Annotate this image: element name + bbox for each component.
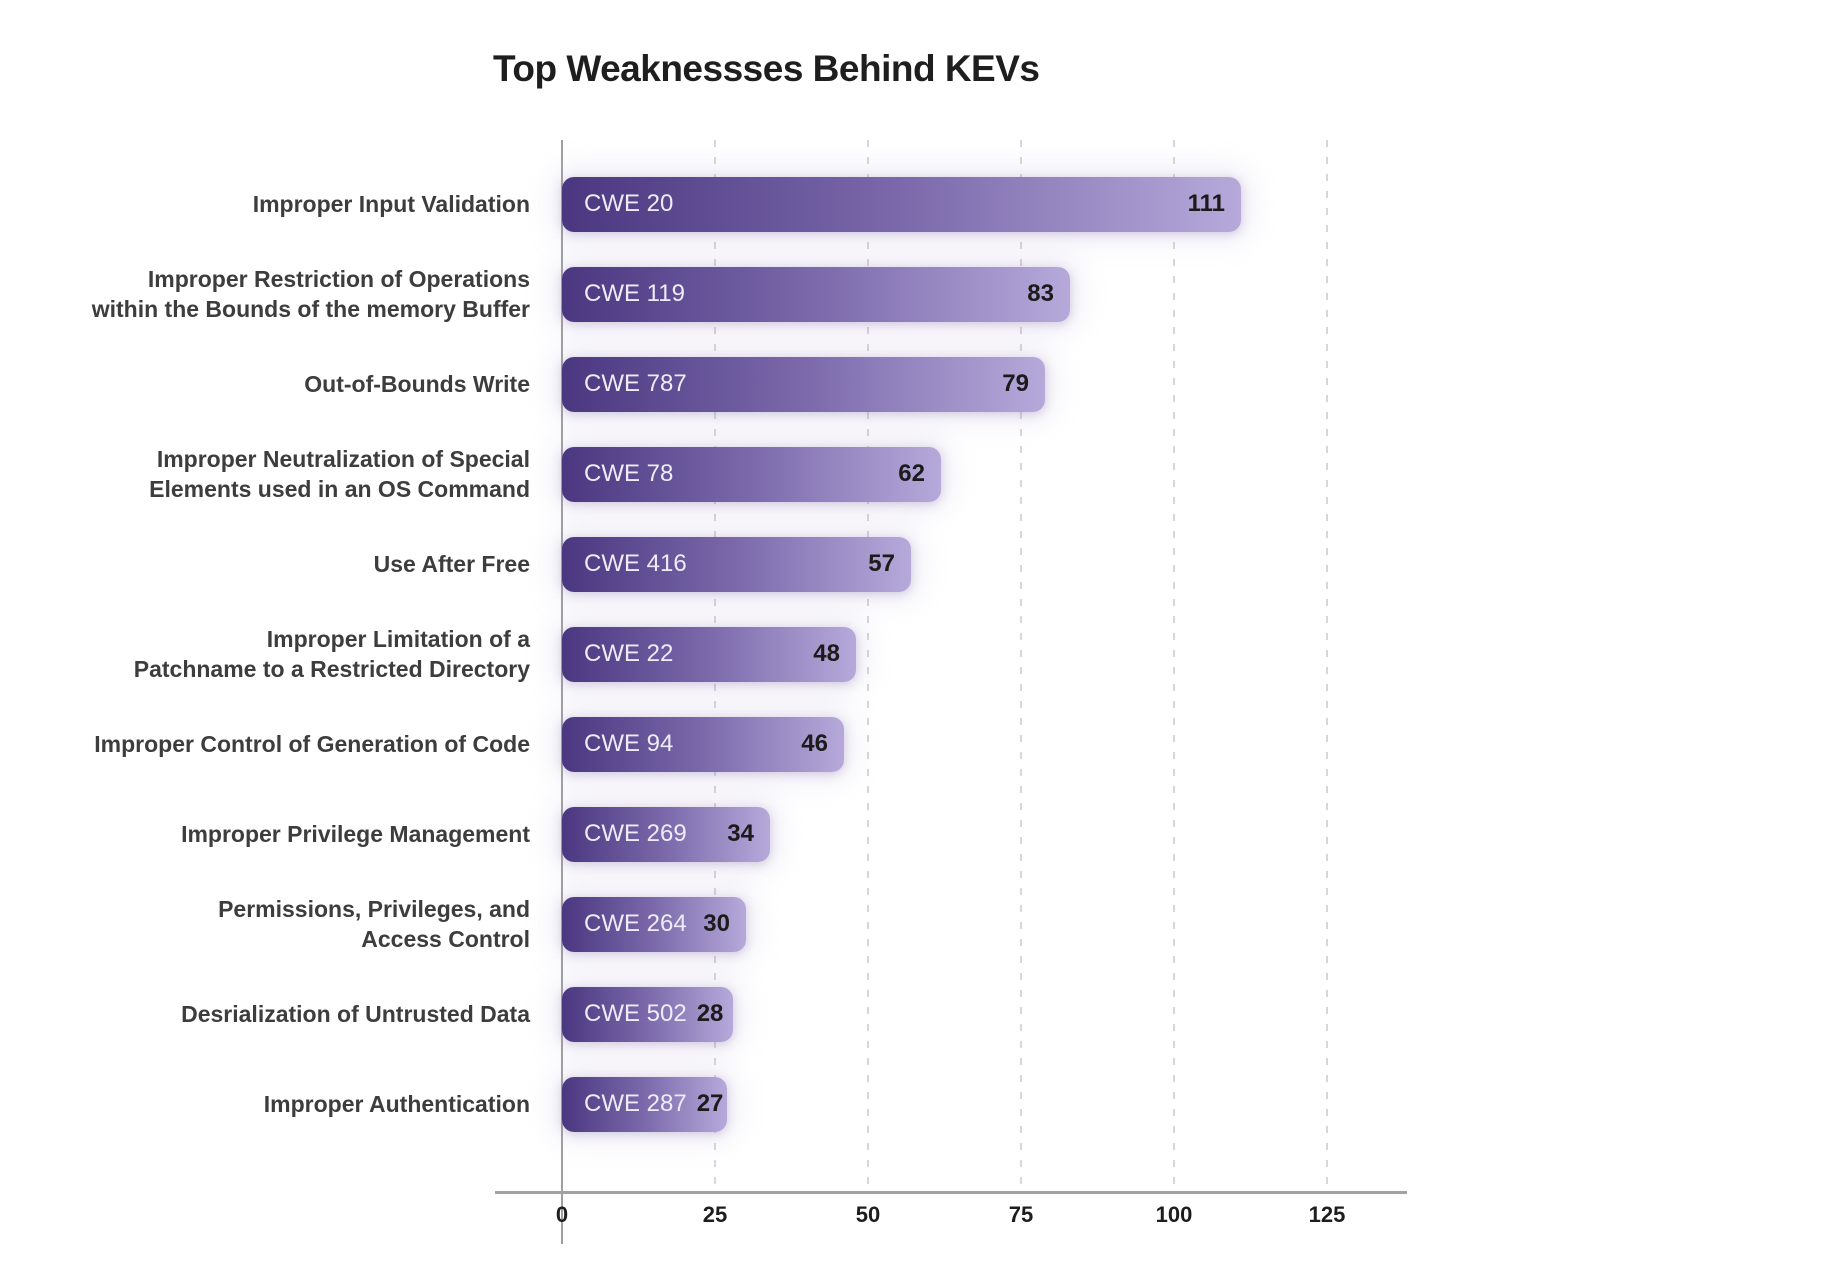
bar: CWE 22 48 — [562, 626, 856, 682]
x-tick-label: 50 — [855, 1202, 881, 1227]
bar-cwe-tag: CWE 119 — [584, 280, 685, 307]
chart-row: Improper Privilege Management CWE 269 34 — [80, 789, 1462, 879]
bar: CWE 264 30 — [562, 896, 746, 952]
bar-cwe-tag: CWE 416 — [584, 550, 687, 577]
chart-row: Improper Input Validation CWE 20 111 — [80, 159, 1462, 249]
bar-cwe-tag: CWE 94 — [584, 730, 674, 757]
x-tick-label: 25 — [702, 1202, 728, 1227]
bar-value: 28 — [696, 1000, 724, 1027]
chart-row: Improper Restriction of Operations within… — [80, 249, 1462, 339]
bar-value: 46 — [801, 730, 828, 757]
category-label: Improper Privilege Management — [80, 819, 530, 849]
bar: CWE 416 57 — [562, 536, 911, 592]
bar-cell: CWE 502 28 — [562, 986, 1462, 1042]
category-label-line: Improper Neutralization of Special — [156, 446, 530, 472]
category-label: Improper Authentication — [80, 1089, 530, 1119]
chart-row: Improper Neutralization of Special Elemen… — [80, 429, 1462, 519]
bar: CWE 20 111 — [562, 176, 1241, 232]
chart-row: Use After Free CWE 416 57 — [80, 519, 1462, 609]
category-label: Improper Restriction of Operations within… — [80, 264, 530, 324]
chart-row: Improper Authentication CWE 287 27 — [80, 1059, 1462, 1149]
bar: CWE 269 34 — [562, 806, 770, 862]
chart-row: Permissions, Privileges, and Access Contr… — [80, 879, 1462, 969]
x-tick-label: 125 — [1308, 1202, 1346, 1227]
category-label-line: Use After Free — [373, 551, 530, 577]
category-label-line: Elements used in an OS Command — [149, 476, 530, 502]
bar-cell: CWE 20 111 — [562, 176, 1462, 232]
bar-value: 111 — [1187, 190, 1225, 217]
category-label: Improper Control of Generation of Code — [80, 729, 530, 759]
chart-row: Out-of-Bounds Write CWE 787 79 — [80, 339, 1462, 429]
bar-cwe-tag: CWE 20 — [584, 190, 674, 217]
bar: CWE 78 62 — [562, 446, 941, 502]
bar-cell: CWE 94 46 — [562, 716, 1462, 772]
category-label: Improper Neutralization of Special Elemen… — [80, 444, 530, 504]
gridline — [1173, 140, 1175, 1192]
bar: CWE 94 46 — [562, 716, 844, 772]
bar-cwe-tag: CWE 787 — [584, 370, 687, 397]
category-label-line: Out-of-Bounds Write — [304, 371, 530, 397]
chart-row: Improper Control of Generation of Code CW… — [80, 699, 1462, 789]
bars-area: Improper Input Validation CWE 20 111 Improp… — [80, 159, 1462, 1149]
bar-cwe-tag: CWE 502 — [584, 1000, 687, 1027]
bar-value: 79 — [1002, 370, 1029, 397]
bar-cell: CWE 22 48 — [562, 626, 1462, 682]
bar-cell: CWE 416 57 — [562, 536, 1462, 592]
bar-value: 30 — [703, 910, 730, 937]
category-label-line: Improper Control of Generation of Code — [94, 731, 530, 757]
category-label-line: Access Control — [361, 926, 530, 952]
bar-value: 48 — [813, 640, 840, 667]
category-label-line: within the Bounds of the memory Buffer — [91, 296, 530, 322]
category-label-line: Improper Authentication — [263, 1091, 530, 1117]
category-label: Use After Free — [80, 549, 530, 579]
bar-cell: CWE 787 79 — [562, 356, 1462, 412]
category-label-line: Improper Restriction of Operations — [147, 266, 530, 292]
bar-cwe-tag: CWE 287 — [584, 1090, 687, 1117]
x-tick-label: 0 — [555, 1202, 569, 1227]
category-label: Permissions, Privileges, and Access Contr… — [80, 894, 530, 954]
bar-cwe-tag: CWE 269 — [584, 820, 687, 847]
bar-cell: CWE 264 30 — [562, 896, 1462, 952]
gridline — [867, 140, 869, 1192]
gridline — [1326, 140, 1328, 1192]
bar-cwe-tag: CWE 78 — [584, 460, 674, 487]
category-label: Improper Limitation of a Patchname to a R… — [80, 624, 530, 684]
bar-cwe-tag: CWE 264 — [584, 910, 687, 937]
category-label-line: Permissions, Privileges, and — [218, 896, 530, 922]
chart-title: Top Weaknessses Behind KEVs — [493, 48, 1040, 89]
chart-row: Desrialization of Untrusted Data CWE 502 2… — [80, 969, 1462, 1059]
bar-cwe-tag: CWE 22 — [584, 640, 674, 667]
category-label-line: Desrialization of Untrusted Data — [181, 1001, 530, 1027]
bar-value: 62 — [898, 460, 925, 487]
category-label-line: Improper Input Validation — [252, 191, 530, 217]
bar-cell: CWE 119 83 — [562, 266, 1462, 322]
x-tick-label: 75 — [1008, 1202, 1034, 1227]
category-label-line: Improper Limitation of a — [266, 626, 530, 652]
bar: CWE 287 27 — [562, 1076, 727, 1132]
y-axis-line — [561, 140, 563, 1244]
bar: CWE 502 28 — [562, 986, 733, 1042]
bar-cell: CWE 269 34 — [562, 806, 1462, 862]
bar-value: 27 — [696, 1090, 724, 1117]
category-label-line: Improper Privilege Management — [181, 821, 530, 847]
gridline — [1020, 140, 1022, 1192]
category-label: Out-of-Bounds Write — [80, 369, 530, 399]
bar-value: 34 — [727, 820, 754, 847]
category-label: Improper Input Validation — [80, 189, 530, 219]
category-label: Desrialization of Untrusted Data — [80, 999, 530, 1029]
bar-cell: CWE 78 62 — [562, 446, 1462, 502]
bar-value: 57 — [868, 550, 895, 577]
chart-row: Improper Limitation of a Patchname to a R… — [80, 609, 1462, 699]
bar-cell: CWE 287 27 — [562, 1076, 1462, 1132]
bar-value: 83 — [1027, 280, 1054, 307]
x-axis-line — [495, 1191, 1407, 1194]
x-tick-label: 100 — [1155, 1202, 1193, 1227]
category-label-line: Patchname to a Restricted Directory — [133, 656, 530, 682]
bar: CWE 787 79 — [562, 356, 1045, 412]
bar: CWE 119 83 — [562, 266, 1070, 322]
